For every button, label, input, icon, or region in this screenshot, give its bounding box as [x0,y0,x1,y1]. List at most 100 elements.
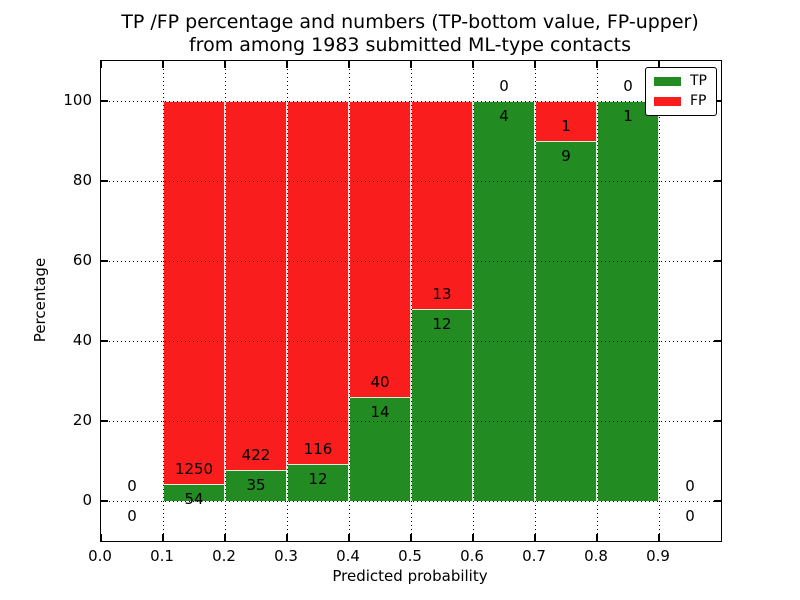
y-tick-mark [714,420,721,422]
chart-title-line1: TP /FP percentage and numbers (TP-bottom… [121,11,699,33]
x-gridline [596,61,598,541]
tp-count-label: 35 [246,476,266,495]
fp-count-label: 0 [499,77,509,95]
x-tick-mark [348,61,350,68]
fp-count-label: 13 [432,285,452,303]
plot-area: TP FP 0 0 1250 54 422 35 116 12 40 14 13 12 0 4 1 9 0 1 0 0 [100,60,722,542]
fp-count-label: 1 [561,117,571,135]
y-tick-mark [101,340,108,342]
y-gridline [101,180,721,182]
x-tick-mark [472,534,474,541]
y-tick-mark [101,180,108,182]
legend: TP FP [645,67,717,116]
legend-item-fp: FP [654,94,707,109]
x-tick-mark [100,61,102,68]
x-gridline [410,61,412,541]
x-tick-mark [534,534,536,541]
y-tick-mark [101,100,108,102]
x-tick-label: 0.1 [150,547,174,565]
bar-segment-fp [349,101,411,398]
x-tick-mark [534,61,536,68]
fp-count-label: 0 [623,77,633,95]
y-tick-label: 60 [72,251,92,269]
x-tick-mark [596,61,598,68]
legend-label-tp: TP [690,73,707,89]
x-tick-mark [100,534,102,541]
legend-swatch-fp [654,97,681,106]
tp-count-label: 54 [184,490,204,509]
y-tick-label: 20 [72,411,92,429]
x-tick-mark [596,534,598,541]
y-tick-mark [714,100,721,102]
y-tick-label: 80 [72,171,92,189]
x-gridline [348,61,350,541]
y-gridline [101,500,721,502]
tp-count-label: 14 [370,403,390,422]
x-tick-mark [410,534,412,541]
x-gridline [658,61,660,541]
x-tick-label: 0.2 [212,547,236,565]
tp-count-label: 1 [623,107,633,125]
bar-segment-fp [163,101,225,485]
x-tick-mark [472,61,474,68]
y-axis-label: Percentage [31,257,49,343]
x-tick-mark [658,61,660,68]
x-tick-mark [162,61,164,68]
x-tick-label: 0.9 [646,547,670,565]
legend-label-fp: FP [690,93,707,109]
tp-count-label: 0 [127,507,137,525]
legend-item-tp: TP [654,74,707,89]
x-tick-mark [348,534,350,541]
y-tick-label: 0 [82,491,92,509]
tp-count-label: 12 [432,315,452,333]
fp-count-label: 0 [685,477,695,495]
y-tick-mark [714,340,721,342]
x-tick-label: 0.4 [336,547,360,565]
x-tick-mark [162,534,164,541]
y-tick-mark [714,260,721,262]
x-tick-label: 0.8 [584,547,608,565]
x-gridline [534,61,536,541]
fp-count-label: 1250 [174,460,214,479]
bar-segment-fp [411,101,473,309]
x-tick-label: 0.7 [522,547,546,565]
x-tick-label: 0.3 [274,547,298,565]
x-tick-mark [658,534,660,541]
x-tick-mark [286,534,288,541]
tp-count-label: 0 [685,507,695,525]
tp-count-label: 4 [499,107,509,125]
y-tick-label: 100 [63,91,92,109]
x-tick-mark [410,61,412,68]
fp-count-label: 422 [241,446,271,465]
tp-count-label: 12 [308,469,328,488]
bar-segment-tp [597,101,659,501]
x-tick-mark [224,61,226,68]
x-tick-label: 0.5 [398,547,422,565]
x-gridline [472,61,474,541]
y-gridline [101,340,721,342]
x-tick-mark [286,61,288,68]
y-tick-label: 40 [72,331,92,349]
y-tick-mark [714,180,721,182]
y-tick-mark [101,260,108,262]
x-tick-label: 0.6 [460,547,484,565]
fp-count-label: 40 [370,373,390,392]
bar-segment-tp [349,397,411,501]
chart-title-line2: from among 1983 submitted ML-type contac… [188,34,632,56]
y-tick-mark [714,500,721,502]
legend-swatch-tp [654,77,681,86]
y-gridline [101,420,721,422]
x-gridline [162,61,164,541]
bar-segment-tp [473,101,535,501]
x-gridline [224,61,226,541]
x-gridline [286,61,288,541]
x-tick-mark [224,534,226,541]
y-gridline [101,100,721,102]
fp-count-label: 116 [303,439,333,458]
bar-segment-fp [225,101,287,471]
bar-segment-tp [535,141,597,501]
y-gridline [101,260,721,262]
bar-segment-fp [287,101,349,464]
x-axis-label: Predicted probability [332,567,488,585]
